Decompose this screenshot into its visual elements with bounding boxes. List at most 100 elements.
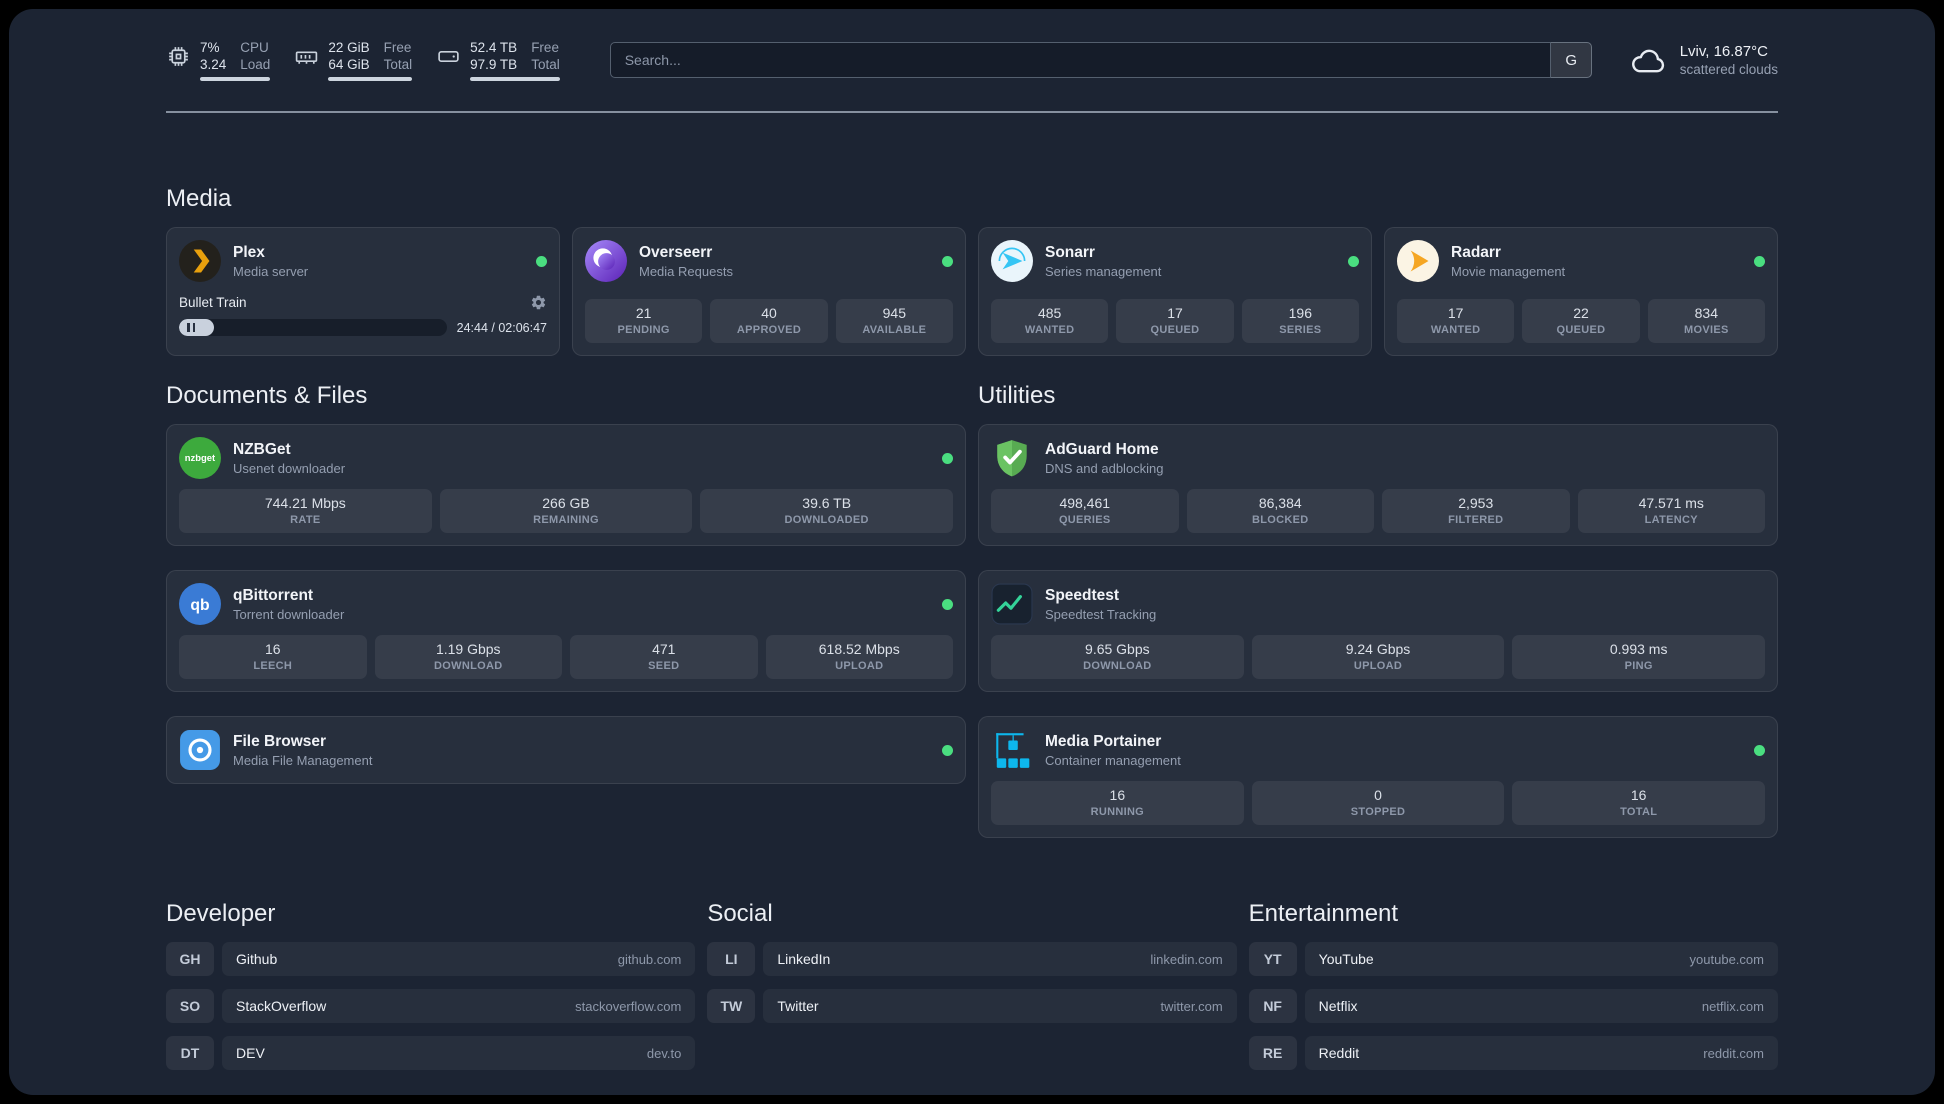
app-card-radarr[interactable]: Radarr Movie management 17 WANTED 22 QUEUE… (1384, 227, 1778, 356)
app-desc: Media server (233, 263, 309, 279)
bookmark-abbr: DT (166, 1036, 214, 1070)
memory-icon (296, 51, 318, 64)
app-card-speedtest[interactable]: Speedtest Speedtest Tracking 9.65 Gbps DO… (978, 570, 1778, 692)
section-title-social: Social (707, 900, 773, 927)
app-desc: Torrent downloader (233, 606, 345, 622)
bookmark-linkedin[interactable]: LI LinkedIn linkedin.com (707, 942, 1237, 976)
memory-free: 22 GiB (328, 40, 370, 55)
stat-wanted: 485 WANTED (991, 299, 1109, 343)
stat-running: 16 RUNNING (991, 781, 1244, 825)
gear-icon[interactable] (530, 294, 547, 311)
app-card-portainer[interactable]: Media Portainer Container management 16 R… (978, 716, 1778, 838)
app-desc: Usenet downloader (233, 460, 346, 476)
section-media: Media Plex Media server B (166, 185, 1778, 356)
stat-pending: 21 PENDING (585, 299, 703, 343)
stat-queries: 498,461 QUERIES (991, 489, 1179, 533)
app-name: AdGuard Home (1045, 440, 1159, 458)
app-card-plex[interactable]: Plex Media server Bullet Train (166, 227, 560, 356)
memory-label: Free (383, 40, 412, 55)
cpu-icon (169, 47, 188, 66)
stat-remaining: 266 GB REMAINING (439, 489, 693, 533)
bookmark-netflix[interactable]: NF Netflix netflix.com (1248, 989, 1778, 1023)
app-name: NZBGet (233, 440, 291, 458)
app-desc: Movie management (1451, 263, 1566, 279)
status-dot (1754, 744, 1765, 756)
search-bar: G (609, 42, 1592, 78)
svg-text:nzbget: nzbget (185, 453, 216, 464)
bookmarks-entertainment: Entertainment YT YouTube youtube.com NF N… (1248, 900, 1778, 1083)
stat-upload: 618.52 Mbps UPLOAD (765, 635, 953, 679)
app-desc: Media File Management (233, 752, 373, 768)
stat-upload: 9.24 Gbps UPLOAD (1251, 635, 1505, 679)
search-provider-button[interactable]: G (1549, 42, 1592, 78)
app-desc: DNS and adblocking (1045, 460, 1164, 476)
stat-blocked: 86,384 BLOCKED (1186, 489, 1374, 533)
stat-approved: 40 APPROVED (710, 299, 828, 343)
app-card-nzbget[interactable]: nzbget NZBGet Usenet downloader 744.21 M… (166, 424, 966, 546)
nzbget-icon: nzbget (179, 437, 221, 479)
bookmark-twitter[interactable]: TW Twitter twitter.com (707, 989, 1237, 1023)
bookmark-abbr: YT (1248, 942, 1297, 976)
app-name: Plex (233, 243, 265, 261)
divider (166, 111, 1778, 113)
now-playing-title: Bullet Train (179, 295, 247, 310)
stat-seed: 471 SEED (570, 635, 758, 679)
memory-label-2: Total (383, 57, 413, 72)
bookmark-abbr: NF (1248, 989, 1297, 1023)
status-dot (942, 255, 953, 267)
bookmark-reddit[interactable]: RE Reddit reddit.com (1248, 1036, 1778, 1070)
stat-latency: 47.571 ms LATENCY (1577, 489, 1765, 533)
app-card-sonarr[interactable]: Sonarr Series management 485 WANTED 17 QUE… (978, 227, 1372, 356)
app-name: Speedtest (1045, 586, 1120, 604)
stat-download: 9.65 Gbps DOWNLOAD (991, 635, 1244, 679)
playback-progress-bar[interactable] (179, 319, 447, 336)
status-dot (536, 255, 547, 267)
stat-queued: 22 QUEUED (1522, 299, 1640, 343)
app-name: Media Portainer (1045, 732, 1162, 750)
stat-ping: 0.993 ms PING (1512, 635, 1766, 679)
stat-filtered: 2,953 FILTERED (1382, 489, 1570, 533)
app-name: Overseerr (639, 243, 713, 261)
app-name: Radarr (1451, 243, 1501, 261)
stat-leech: 16 LEECH (179, 635, 367, 679)
app-card-overseerr[interactable]: Overseerr Media Requests 21 PENDING 40 APP… (572, 227, 966, 356)
disk-label: Free (531, 40, 559, 55)
overseerr-icon (585, 240, 627, 282)
playback-time: 24:44 / 02:06:47 (456, 320, 547, 335)
plex-icon (179, 240, 221, 282)
disk-bar (470, 77, 560, 81)
stat-queued: 17 QUEUED (1116, 299, 1234, 343)
app-card-adguard[interactable]: AdGuard Home DNS and adblocking 498,461 Q… (978, 424, 1778, 546)
cpu-label-2: Load (240, 57, 271, 72)
bookmark-dev[interactable]: DT DEV dev.to (166, 1036, 696, 1070)
bookmark-abbr: TW (707, 989, 756, 1023)
cpu-percent: 7% (200, 40, 220, 55)
section-title-developer: Developer (166, 900, 276, 927)
bookmark-youtube[interactable]: YT YouTube youtube.com (1248, 942, 1778, 976)
stat-download: 1.19 Gbps DOWNLOAD (374, 635, 562, 679)
search-input[interactable] (609, 42, 1592, 78)
status-dot (942, 598, 953, 610)
app-card-filebrowser[interactable]: File Browser Media File Management (166, 716, 966, 784)
weather-condition: scattered clouds (1679, 62, 1778, 77)
cpu-bar (200, 77, 271, 81)
adguard-icon (997, 440, 1027, 477)
dashboard-panel: 7% 3.24 CPU Load 22 GiB (9, 9, 1935, 1095)
bookmark-stackoverflow[interactable]: SO StackOverflow stackoverflow.com (166, 989, 696, 1023)
bookmark-abbr: LI (707, 942, 756, 976)
section-title-utilities: Utilities (978, 382, 1056, 409)
svg-text:qb: qb (190, 597, 209, 614)
app-card-qbittorrent[interactable]: qb qBittorrent Torrent downloader 16 LEEC… (166, 570, 966, 692)
pause-icon[interactable] (187, 323, 195, 332)
portainer-icon (996, 733, 1030, 768)
top-bar: 7% 3.24 CPU Load 22 GiB (166, 39, 1778, 81)
bookmarks-developer: Developer GH Github github.com SO StackOv… (166, 900, 696, 1083)
bookmark-github[interactable]: GH Github github.com (166, 942, 696, 976)
app-desc: Container management (1045, 752, 1181, 768)
cpu-widget: 7% 3.24 CPU Load (166, 39, 271, 81)
speedtest-icon (991, 583, 1033, 625)
bookmark-abbr: SO (166, 989, 214, 1023)
app-name: File Browser (233, 732, 327, 750)
stat-series: 196 SERIES (1241, 299, 1359, 343)
section-utilities: Utilities AdGuard Home DNS and adblockin… (978, 382, 1778, 838)
